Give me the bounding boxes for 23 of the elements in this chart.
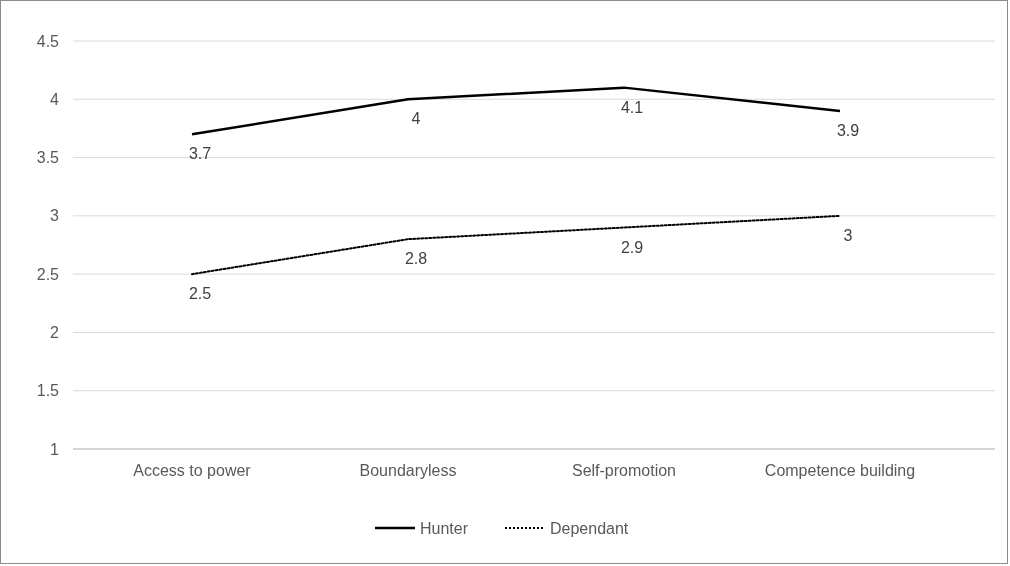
y-tick-label: 1.5 bbox=[36, 382, 60, 400]
y-tick-label: 3 bbox=[50, 207, 60, 225]
x-tick-label: Access to power bbox=[133, 462, 252, 479]
data-label: 3.9 bbox=[836, 121, 860, 139]
data-label: 2.9 bbox=[620, 238, 644, 256]
line-series bbox=[191, 214, 841, 276]
y-tick-label: 4 bbox=[50, 90, 60, 108]
y-tick-label: 1 bbox=[50, 440, 60, 458]
data-label: 3 bbox=[843, 226, 853, 244]
legend-label: Hunter bbox=[420, 519, 469, 537]
y-tick-label: 2.5 bbox=[36, 265, 60, 283]
data-label: 2.8 bbox=[404, 250, 428, 268]
y-tick-label: 2 bbox=[50, 324, 60, 342]
legend-label: Dependant bbox=[550, 519, 629, 537]
x-tick-label: Competence building bbox=[764, 462, 916, 479]
data-label: 3.7 bbox=[188, 145, 212, 163]
y-tick-label: 3.5 bbox=[36, 149, 60, 167]
y-tick-label: 4.5 bbox=[36, 32, 60, 50]
x-tick-label: Boundaryless bbox=[359, 462, 457, 479]
x-tick-label: Self-promotion bbox=[571, 462, 677, 479]
data-label: 4 bbox=[411, 110, 421, 128]
data-label: 2.5 bbox=[188, 285, 212, 303]
data-label: 4.1 bbox=[620, 98, 644, 116]
